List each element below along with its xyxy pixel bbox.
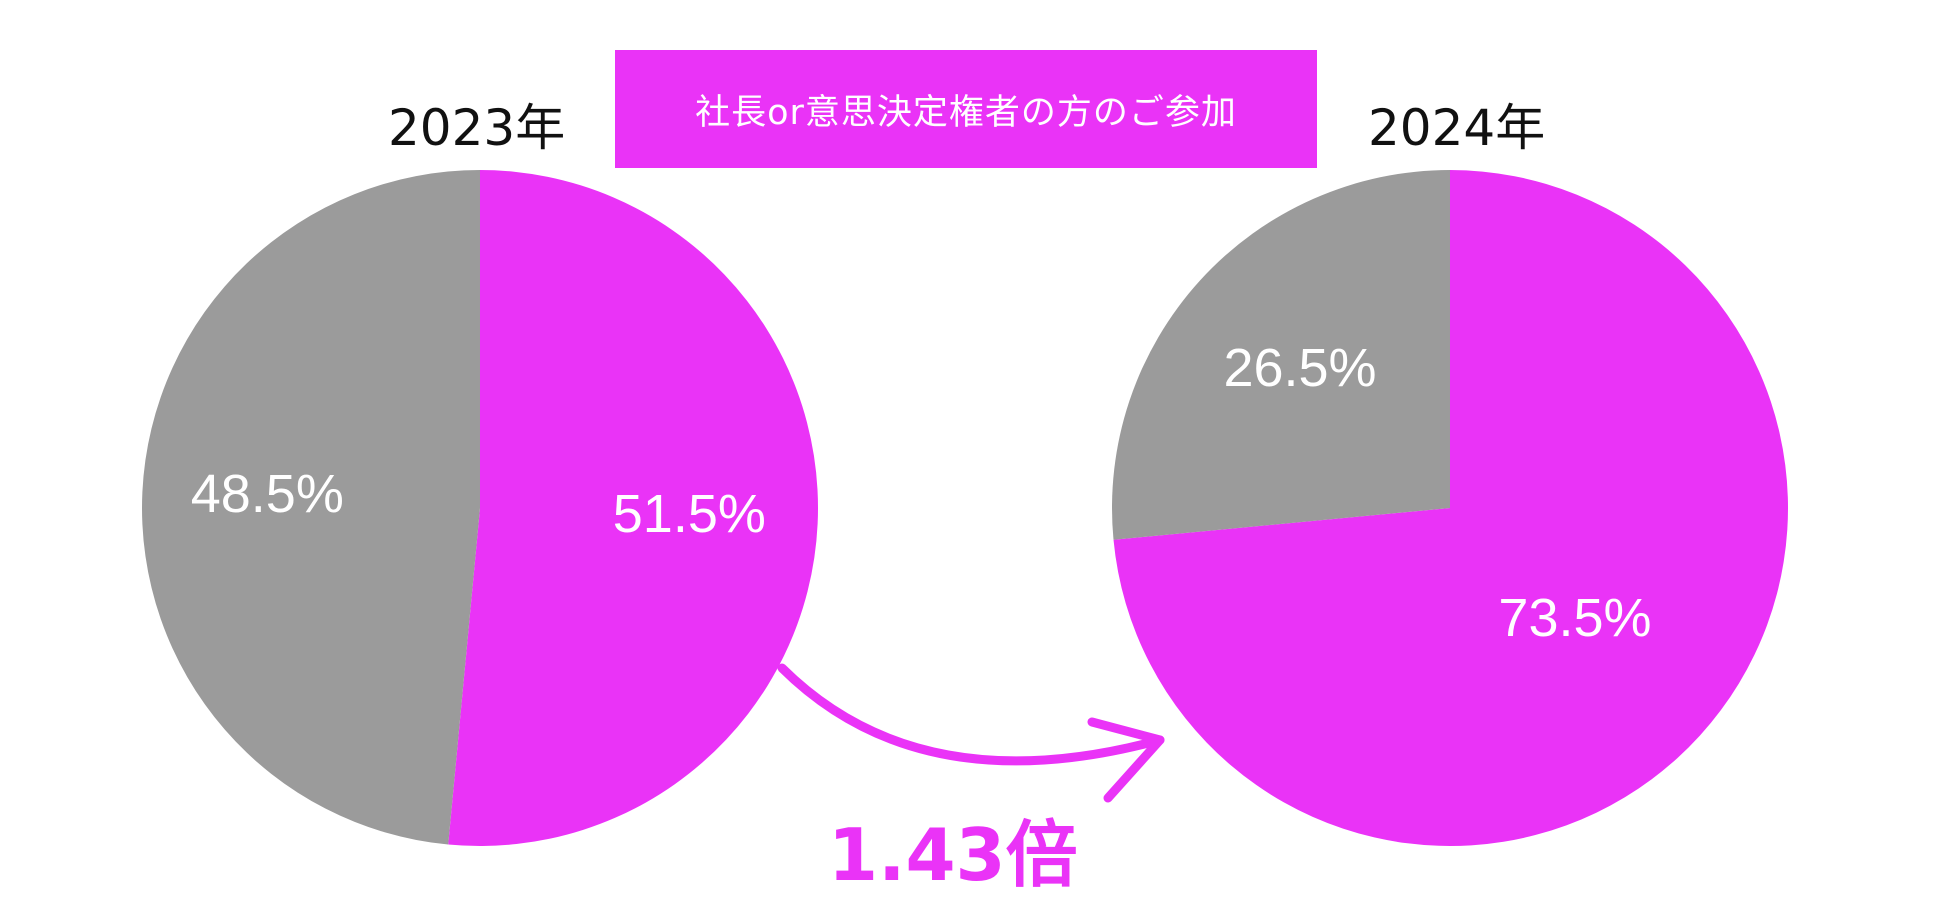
growth-multiplier: 1.43倍 xyxy=(828,813,1078,897)
pie-1-slice-0-label: 73.5% xyxy=(1498,588,1651,648)
banner-title: 社長or意思決定権者の方のご参加 xyxy=(695,92,1237,133)
growth-arrow-curve xyxy=(777,663,1165,766)
pie-chart-2024: 73.5% 26.5% xyxy=(1112,170,1788,846)
pie-0-slice-1 xyxy=(141,170,481,845)
growth-arrow xyxy=(777,663,1165,803)
year-label-2023: 2023年 xyxy=(388,99,566,157)
pie-1-slice-1-label: 26.5% xyxy=(1223,338,1376,398)
pie-1-slice-1 xyxy=(1112,170,1450,540)
title-banner: 社長or意思決定権者の方のご参加 xyxy=(615,50,1317,168)
pie-0-slice-1-label: 48.5% xyxy=(191,464,344,524)
pie-0-slice-0 xyxy=(448,170,818,846)
year-label-2024: 2024年 xyxy=(1368,99,1546,157)
growth-arrow-head xyxy=(1087,717,1165,803)
pie-1-slice-0 xyxy=(1113,170,1788,846)
pie-0-slice-0-label: 51.5% xyxy=(613,484,766,544)
pie-chart-2023: 51.5% 48.5% xyxy=(141,170,818,846)
